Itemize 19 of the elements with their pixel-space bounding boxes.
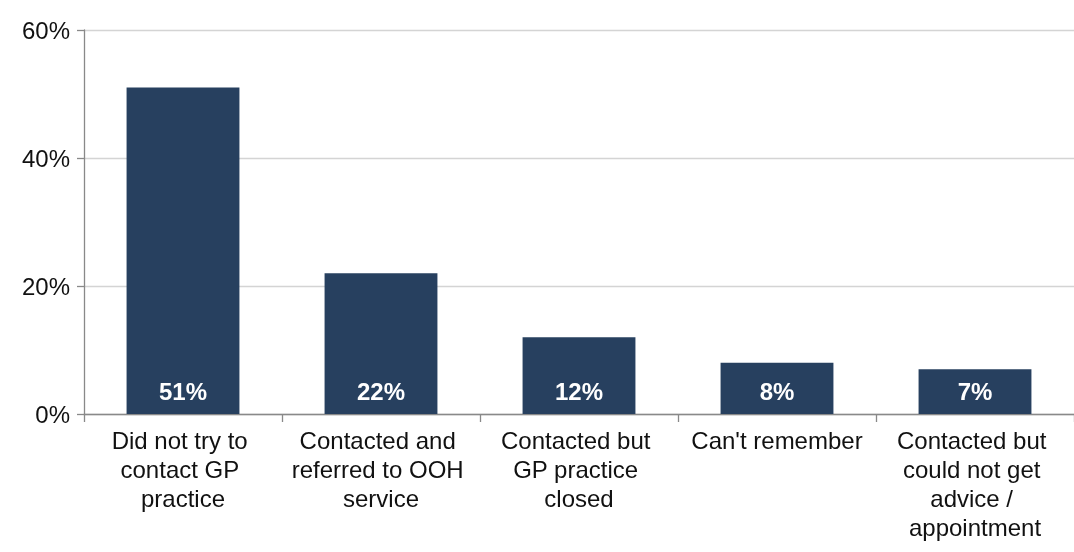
y-tick-label: 60% <box>21 16 70 44</box>
data-label: 8% <box>759 377 795 405</box>
data-label: 7% <box>957 377 993 405</box>
data-label: 12% <box>554 377 604 405</box>
data-label: 22% <box>356 377 406 405</box>
x-tick-label: Can't remember <box>691 427 863 454</box>
data-label: 51% <box>158 377 208 405</box>
bar <box>720 362 834 414</box>
x-tick-label: Did not try to contact GP practice <box>111 427 255 512</box>
y-tick-label: 20% <box>21 272 70 300</box>
y-tick-label: 40% <box>21 144 70 172</box>
bar <box>324 273 438 414</box>
y-tick-label: 0% <box>35 400 70 428</box>
bar <box>522 337 636 414</box>
bar <box>918 369 1032 414</box>
x-tick-label: Contacted but could not get advice / appointment <box>896 427 1054 541</box>
x-tick-label: Contacted but GP practice closed <box>500 427 658 512</box>
x-tick-label: Contacted and referred to OOH service <box>291 427 471 512</box>
bar <box>126 87 240 414</box>
